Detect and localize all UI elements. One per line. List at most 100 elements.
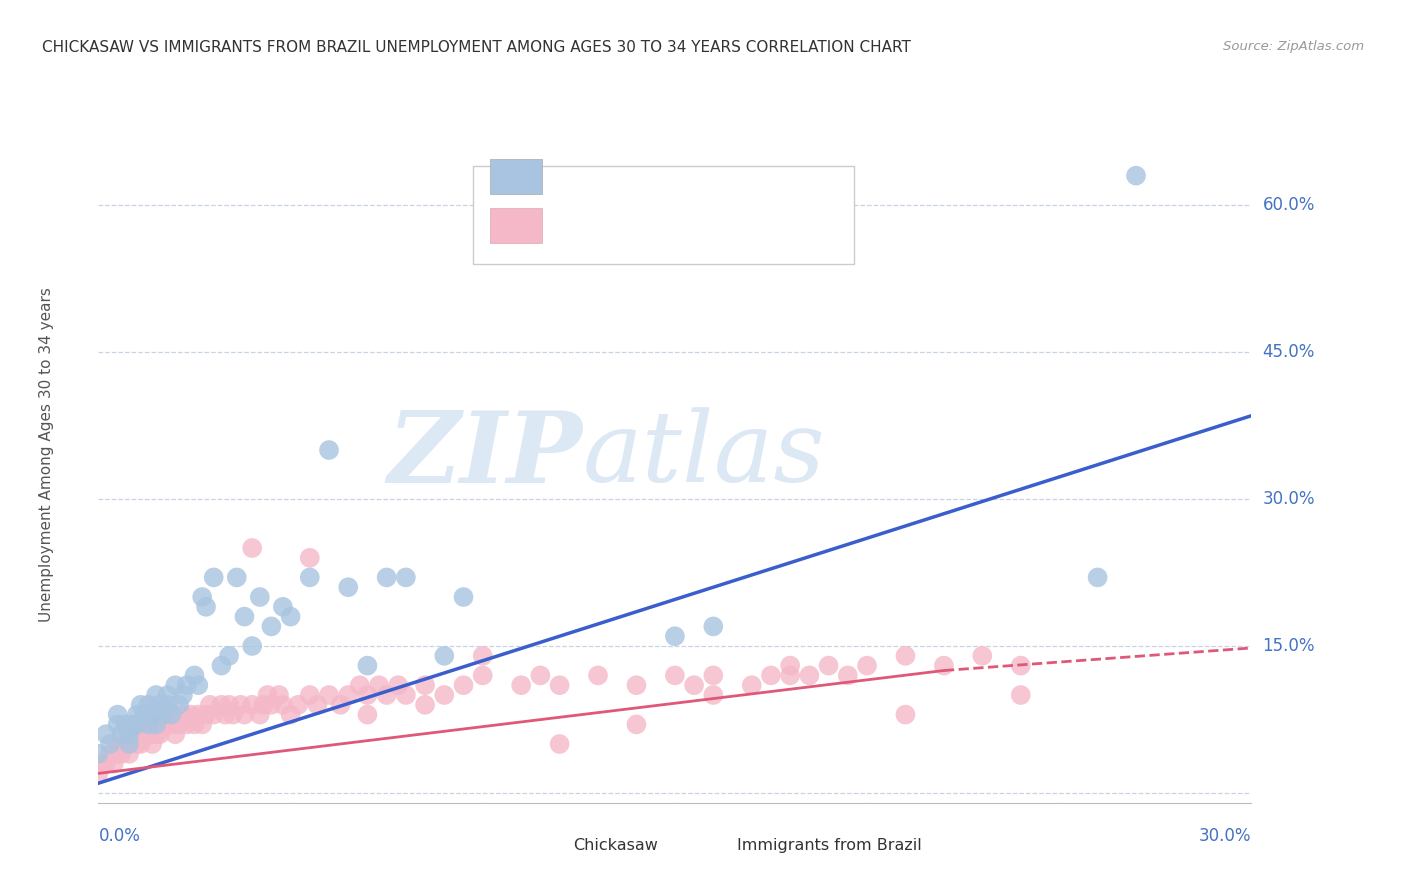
Point (349, 678, 371, 692)
Point (195, 707, 218, 722)
Point (118, 747, 141, 761)
Point (433, 648, 456, 663)
Text: ZIP: ZIP (388, 407, 582, 503)
Point (165, 727, 187, 741)
Point (298, 550, 321, 565)
Point (110, 727, 132, 741)
Point (453, 590, 475, 604)
Point (145, 727, 167, 741)
Point (548, 737, 571, 751)
Point (741, 678, 763, 692)
Point (98, 737, 121, 751)
Point (510, 678, 533, 692)
Point (141, 737, 163, 751)
Point (626, 717, 648, 731)
Point (337, 580, 360, 594)
Point (87, 747, 110, 761)
Point (280, 707, 302, 722)
Point (368, 678, 391, 692)
Point (356, 688, 378, 702)
Point (191, 590, 214, 604)
Point (1125, 169, 1147, 183)
Point (453, 678, 475, 692)
Point (214, 707, 236, 722)
Text: 30.0%: 30.0% (1199, 827, 1251, 846)
Point (225, 570, 247, 584)
Point (156, 698, 179, 712)
Point (187, 678, 209, 692)
Point (138, 698, 160, 712)
Point (664, 629, 686, 643)
Point (118, 737, 141, 751)
Point (165, 678, 187, 692)
Point (202, 707, 225, 722)
Point (287, 698, 309, 712)
Point (759, 668, 782, 682)
Point (271, 698, 294, 712)
Point (149, 727, 172, 741)
Point (222, 707, 245, 722)
Point (145, 688, 167, 702)
Point (702, 668, 724, 682)
Point (972, 648, 994, 663)
Point (240, 698, 263, 712)
Point (233, 707, 256, 722)
Point (799, 668, 821, 682)
Point (932, 658, 955, 673)
Point (176, 678, 198, 692)
Point (356, 707, 378, 722)
Text: R = 0.600   N = 54: R = 0.600 N = 54 (554, 168, 724, 186)
Point (267, 688, 290, 702)
Text: Unemployment Among Ages 30 to 34 years: Unemployment Among Ages 30 to 34 years (39, 287, 53, 623)
Point (471, 668, 494, 682)
FancyBboxPatch shape (537, 836, 569, 856)
Point (138, 717, 160, 731)
Point (1010, 658, 1032, 673)
Point (375, 570, 398, 584)
Point (240, 639, 263, 653)
Point (471, 648, 494, 663)
Point (118, 727, 141, 741)
Point (176, 717, 198, 731)
Point (209, 658, 232, 673)
Point (134, 707, 156, 722)
Point (271, 599, 294, 614)
Point (91, 756, 114, 771)
Point (1010, 688, 1032, 702)
Text: Chickasaw: Chickasaw (574, 838, 658, 854)
Point (202, 570, 225, 584)
Text: 30.0%: 30.0% (1263, 490, 1315, 508)
Point (356, 658, 378, 673)
Point (191, 717, 214, 731)
Point (160, 717, 183, 731)
Text: 0.0%: 0.0% (98, 827, 141, 846)
Point (107, 747, 129, 761)
Point (129, 698, 152, 712)
Point (260, 698, 283, 712)
Point (195, 599, 218, 614)
Point (183, 717, 205, 731)
Point (172, 707, 194, 722)
Point (702, 688, 724, 702)
FancyBboxPatch shape (491, 208, 543, 243)
Point (249, 707, 271, 722)
Point (249, 590, 271, 604)
Point (626, 678, 648, 692)
Point (187, 707, 209, 722)
FancyBboxPatch shape (472, 166, 853, 264)
Point (138, 727, 160, 741)
Point (145, 717, 167, 731)
Point (894, 707, 917, 722)
Point (122, 717, 145, 731)
Text: atlas: atlas (582, 408, 825, 502)
Point (145, 717, 167, 731)
Point (387, 678, 409, 692)
Text: CHICKASAW VS IMMIGRANTS FROM BRAZIL UNEMPLOYMENT AMONG AGES 30 TO 34 YEARS CORRE: CHICKASAW VS IMMIGRANTS FROM BRAZIL UNEM… (42, 40, 911, 55)
Point (280, 609, 302, 624)
Point (586, 668, 609, 682)
Point (125, 727, 148, 741)
Point (779, 658, 801, 673)
Point (329, 698, 352, 712)
Point (107, 717, 129, 731)
Point (107, 707, 129, 722)
